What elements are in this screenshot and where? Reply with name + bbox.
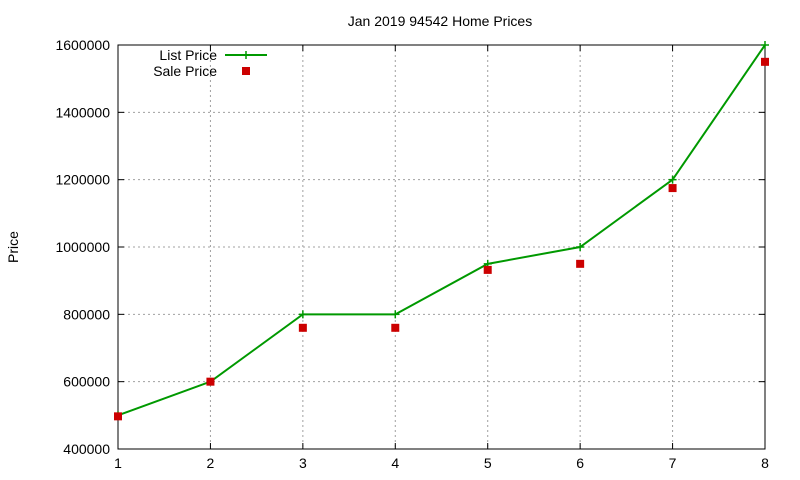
- y-tick-label: 600000: [63, 374, 110, 390]
- data-point: [761, 57, 769, 66]
- legend-label: List Price: [159, 47, 217, 63]
- data-point: [114, 412, 122, 421]
- y-tick-label: 800000: [63, 306, 110, 322]
- data-point: [761, 41, 769, 49]
- x-tick-label: 7: [669, 455, 677, 471]
- plot-frame: [117, 44, 766, 450]
- x-tick-label: 3: [299, 455, 307, 471]
- data-point: [576, 259, 585, 268]
- data-point: [668, 184, 677, 193]
- data-point: [391, 323, 400, 332]
- series-list-price: [114, 41, 769, 420]
- y-tick-label: 1600000: [55, 37, 110, 53]
- x-tick-label: 5: [484, 455, 492, 471]
- y-axis-label: Price: [5, 231, 21, 263]
- data-point: [391, 310, 400, 319]
- data-point: [298, 323, 307, 332]
- data-point: [298, 310, 307, 319]
- legend-marker: [242, 67, 250, 75]
- data-point: [206, 377, 215, 386]
- legend-label: Sale Price: [153, 63, 217, 79]
- x-tick-label: 8: [761, 455, 769, 471]
- data-point: [483, 265, 492, 274]
- series-sale-price: [114, 57, 769, 421]
- y-tick-label: 1000000: [55, 239, 110, 255]
- axes: 400000 600000 800000 1000000 1200000 1400000 1…: [55, 37, 769, 471]
- y-tick-label: 1200000: [55, 172, 110, 188]
- chart-title: Jan 2019 94542 Home Prices: [348, 13, 532, 29]
- legend-marker: [242, 51, 250, 59]
- y-tick-label: 400000: [63, 441, 110, 457]
- data-point: [668, 175, 677, 184]
- x-tick-label: 2: [207, 455, 215, 471]
- series-line: [117, 44, 766, 417]
- data-point: [576, 243, 585, 251]
- x-tick-label: 1: [114, 455, 122, 471]
- x-tick-label: 6: [576, 455, 584, 471]
- data-series: [114, 41, 769, 421]
- y-tick-label: 1400000: [55, 104, 110, 120]
- grid-lines: [118, 45, 765, 449]
- x-tick-label: 4: [391, 455, 399, 471]
